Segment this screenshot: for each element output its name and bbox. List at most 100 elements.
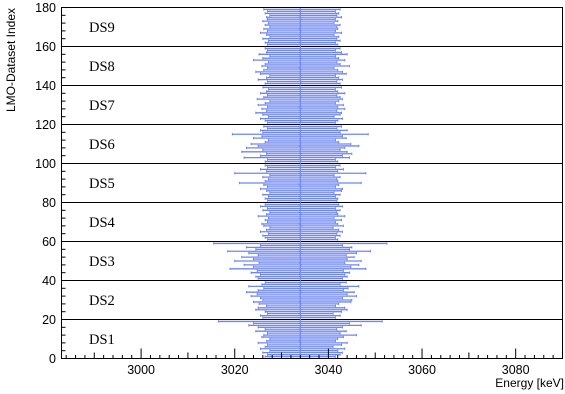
data-point bbox=[298, 94, 301, 97]
data-point bbox=[298, 49, 301, 52]
data-point bbox=[298, 33, 301, 36]
dataset-label: DS1 bbox=[89, 332, 115, 348]
x-tick-label: 3080 bbox=[502, 363, 530, 377]
data-point bbox=[298, 184, 301, 186]
data-point bbox=[299, 324, 302, 327]
plot-frame bbox=[61, 7, 563, 359]
data-point bbox=[299, 26, 302, 28]
data-point bbox=[298, 334, 301, 336]
data-point bbox=[298, 22, 301, 24]
data-point bbox=[299, 59, 302, 62]
data-point bbox=[299, 246, 302, 249]
data-point bbox=[299, 143, 302, 145]
data-point bbox=[300, 18, 303, 21]
data-point bbox=[299, 187, 302, 190]
data-point bbox=[299, 63, 302, 65]
data-point bbox=[299, 98, 302, 101]
dataset-label: DS6 bbox=[89, 137, 115, 153]
data-point bbox=[299, 230, 302, 233]
data-point bbox=[299, 193, 302, 196]
x-tick-label: 3060 bbox=[408, 363, 436, 377]
data-point bbox=[298, 328, 301, 331]
data-point bbox=[299, 102, 302, 104]
dataset-label: DS2 bbox=[89, 293, 115, 309]
data-point bbox=[298, 166, 301, 169]
data-point bbox=[298, 244, 301, 247]
data-point bbox=[298, 16, 301, 19]
data-point bbox=[300, 330, 303, 333]
data-point bbox=[300, 57, 303, 60]
data-point bbox=[299, 269, 302, 272]
data-point bbox=[300, 303, 303, 305]
data-point bbox=[298, 189, 301, 192]
data-point bbox=[298, 127, 301, 130]
data-point bbox=[299, 82, 302, 85]
data-point bbox=[298, 72, 301, 75]
x-axis-label: Energy [keV] bbox=[495, 376, 564, 390]
data-point bbox=[300, 342, 303, 344]
x-tick-label: 3020 bbox=[221, 363, 249, 377]
data-point bbox=[298, 283, 301, 286]
data-point bbox=[298, 273, 301, 276]
dataset-label: DS3 bbox=[89, 254, 115, 270]
data-point bbox=[300, 119, 303, 122]
data-point bbox=[299, 308, 302, 311]
data-point bbox=[299, 53, 302, 56]
data-point bbox=[298, 205, 301, 208]
data-point bbox=[300, 80, 303, 83]
data-point bbox=[299, 293, 302, 296]
data-point bbox=[300, 186, 303, 188]
data-point bbox=[298, 39, 301, 42]
data-point bbox=[299, 332, 302, 335]
data-point bbox=[299, 148, 302, 151]
data-points bbox=[213, 7, 388, 359]
data-point bbox=[298, 139, 301, 142]
dataset-label: DS8 bbox=[89, 59, 115, 75]
data-point bbox=[299, 209, 302, 212]
data-point bbox=[298, 78, 301, 81]
data-point bbox=[299, 182, 302, 184]
data-point bbox=[299, 297, 302, 299]
data-point bbox=[299, 207, 302, 210]
data-point bbox=[298, 289, 301, 292]
data-point bbox=[299, 51, 302, 54]
data-point bbox=[299, 86, 302, 89]
data-point bbox=[299, 281, 302, 284]
data-point bbox=[300, 174, 303, 177]
data-point bbox=[299, 277, 302, 280]
data-point bbox=[299, 338, 302, 340]
data-point bbox=[298, 145, 301, 147]
data-point bbox=[299, 176, 302, 179]
data-point bbox=[299, 310, 302, 313]
data-point bbox=[298, 345, 301, 348]
data-point bbox=[300, 275, 303, 278]
data-point bbox=[299, 35, 302, 38]
data-point bbox=[300, 291, 303, 294]
data-point bbox=[299, 199, 302, 202]
data-point bbox=[298, 295, 301, 297]
axes bbox=[61, 7, 563, 359]
data-point bbox=[298, 262, 301, 264]
data-point bbox=[299, 347, 302, 350]
data-point bbox=[298, 228, 301, 231]
data-point bbox=[299, 248, 302, 251]
data-point bbox=[299, 8, 302, 11]
data-point bbox=[300, 264, 303, 266]
data-point bbox=[298, 88, 301, 91]
data-point bbox=[300, 252, 303, 255]
data-point bbox=[300, 225, 303, 227]
data-point bbox=[299, 316, 302, 319]
data-point bbox=[299, 215, 302, 218]
y-tick-label: 120 bbox=[35, 118, 56, 132]
data-point bbox=[299, 221, 302, 223]
data-point bbox=[300, 135, 303, 138]
x-tick-label: 3040 bbox=[314, 363, 342, 377]
dataset-labels: DS1 DS2 DS3 DS4 DS5 DS6 DS7 DS8 DS9 bbox=[89, 20, 116, 348]
data-point bbox=[299, 104, 302, 106]
data-point bbox=[299, 219, 302, 221]
y-tick-label: 80 bbox=[42, 196, 56, 210]
data-point bbox=[298, 234, 301, 237]
y-tick-label: 20 bbox=[42, 313, 56, 327]
data-point bbox=[299, 260, 302, 262]
